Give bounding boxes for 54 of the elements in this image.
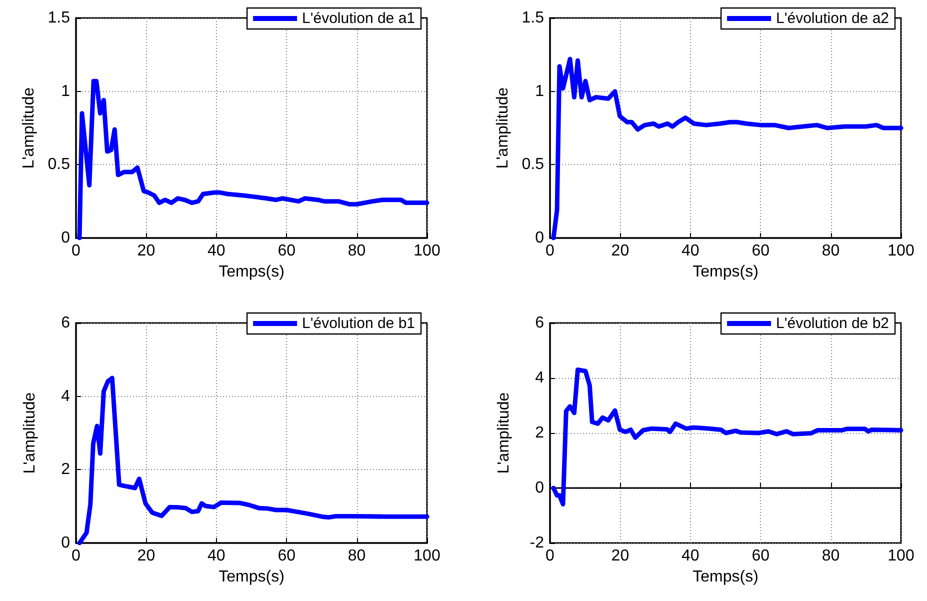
x-tick-label: 20: [611, 548, 630, 564]
x-tick-label: 40: [208, 548, 226, 564]
y-tick-label: 4: [61, 388, 70, 405]
y-tick-label: 0.5: [48, 156, 70, 174]
x-tick-label: 100: [414, 242, 440, 260]
x-tick-label: 80: [822, 242, 840, 260]
y-axis-title: L'amplitude: [494, 87, 512, 169]
y-tick-label: 0: [535, 230, 544, 246]
x-tick-label: 80: [348, 548, 366, 564]
y-tick-label: 0: [535, 480, 544, 496]
x-tick-label: 20: [137, 548, 156, 564]
line-series: [551, 368, 904, 506]
y-tick-label: 2: [61, 461, 70, 478]
x-tick-label: 20: [137, 242, 156, 260]
x-tick-label: 100: [414, 548, 440, 564]
y-tick-label: 1.5: [48, 10, 70, 26]
x-tick-label: 0: [72, 242, 81, 260]
y-tick-label: 6: [535, 314, 544, 332]
x-tick-label: 80: [822, 548, 840, 564]
legend-label: L'évolution de a2: [776, 10, 890, 27]
x-axis-title: Temps(s): [218, 263, 284, 280]
x-tick-label: 0: [546, 548, 555, 564]
y-tick-label: 4: [535, 370, 544, 386]
x-tick-label: 40: [682, 548, 700, 564]
y-tick-label: -2: [530, 534, 544, 552]
x-tick-label: 60: [278, 242, 296, 260]
y-tick-label: 0.5: [522, 156, 544, 174]
x-tick-label: 100: [888, 242, 914, 260]
x-axis-title: Temps(s): [692, 568, 758, 586]
x-tick-label: 40: [208, 242, 226, 260]
y-tick-label: 2: [535, 424, 544, 442]
legend-label: L'évolution de a1: [302, 10, 416, 27]
x-tick-label: 0: [72, 548, 81, 564]
legend-label: L'évolution de b1: [302, 315, 416, 332]
y-axis-title: L'amplitude: [22, 392, 38, 474]
x-tick-label: 60: [752, 242, 770, 260]
y-tick-label: 1: [535, 82, 544, 100]
y-tick-label: 6: [61, 314, 70, 332]
x-tick-label: 40: [682, 242, 700, 260]
x-tick-label: 20: [611, 242, 630, 260]
x-tick-label: 60: [278, 548, 296, 564]
x-tick-label: 60: [752, 548, 770, 564]
legend-label: L'évolution de b2: [776, 315, 890, 332]
y-tick-label: 1: [61, 82, 70, 100]
y-axis-title: L'amplitude: [20, 87, 38, 169]
x-axis-title: Temps(s): [692, 263, 758, 280]
x-axis-title: Temps(s): [218, 568, 284, 586]
y-tick-label: 0: [61, 534, 70, 552]
x-tick-label: 0: [546, 242, 555, 260]
y-tick-label: 0: [61, 230, 70, 246]
y-axis-title: L'amplitude: [496, 392, 512, 474]
x-tick-label: 100: [888, 548, 914, 564]
x-tick-label: 80: [348, 242, 366, 260]
y-tick-label: 1.5: [522, 10, 544, 26]
